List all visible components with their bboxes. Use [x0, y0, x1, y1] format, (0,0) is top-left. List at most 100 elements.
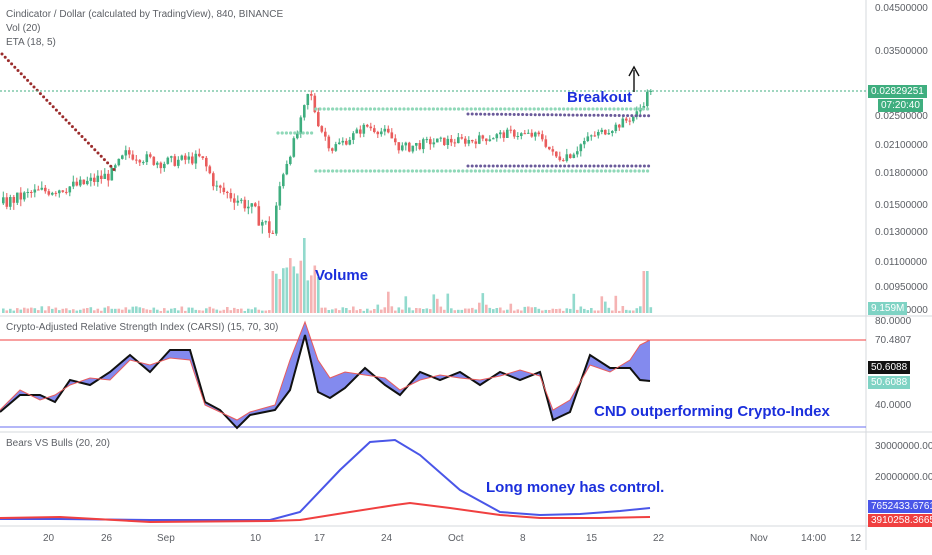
- candle-body: [597, 132, 600, 136]
- candle-body: [600, 129, 604, 132]
- resistance-dot: [557, 107, 562, 111]
- volume-bar: [387, 291, 390, 313]
- eta-upper-dot: [521, 113, 525, 116]
- resistance-dot: [562, 107, 566, 111]
- volume-bar: [173, 308, 177, 313]
- resistance-dot: [620, 107, 625, 111]
- volume-bar: [558, 308, 562, 313]
- volume-bar: [338, 310, 341, 313]
- candle-body: [509, 129, 513, 131]
- eta-lower-dot: [558, 164, 562, 168]
- volume-bar: [180, 306, 184, 313]
- volume-bar: [208, 306, 212, 313]
- resistance-dot: [318, 107, 322, 111]
- resistance-dot: [528, 107, 532, 111]
- candle-body: [345, 140, 348, 145]
- candle-body: [289, 156, 292, 164]
- volume-bar: [530, 307, 534, 313]
- volume-bar: [527, 306, 530, 313]
- candle-body: [534, 132, 537, 137]
- eta-upper-dot: [537, 113, 541, 117]
- candle-body: [26, 192, 30, 193]
- volume-bar: [82, 308, 86, 313]
- eta-dot: [6, 59, 10, 63]
- support-dot: [503, 169, 507, 173]
- candle-body: [331, 148, 334, 151]
- candle-body: [436, 138, 439, 143]
- volume-bar: [394, 310, 397, 313]
- resistance-dot: [616, 107, 620, 111]
- volume-bar: [352, 306, 355, 313]
- support-dot: [633, 169, 637, 173]
- volume-bar: [299, 260, 303, 313]
- eta-lower-dot: [504, 164, 508, 168]
- candle-body: [369, 126, 373, 129]
- volume-bar: [215, 309, 219, 313]
- support-dot: [612, 169, 616, 173]
- volume-bar: [492, 309, 495, 313]
- resistance-dot: [284, 131, 288, 135]
- volume-bar: [639, 306, 642, 313]
- candle-body: [303, 105, 306, 118]
- support-dot: [431, 169, 435, 173]
- eta-upper-dot: [638, 114, 642, 118]
- candle-body: [198, 153, 201, 157]
- candle-body: [373, 128, 376, 132]
- volume-bar: [460, 309, 464, 313]
- eta-dot: [109, 164, 113, 168]
- eta-lower-dot: [563, 164, 567, 168]
- resistance-dot: [511, 107, 515, 111]
- support-dot: [398, 169, 402, 173]
- volume-bar: [362, 310, 366, 313]
- candle-body: [208, 166, 212, 174]
- eta-upper-dot: [605, 113, 609, 117]
- eta-legend: ETA (18, 5): [6, 37, 56, 48]
- resistance-dot: [482, 107, 486, 111]
- support-dot: [381, 169, 385, 173]
- candle-body: [96, 175, 100, 182]
- volume-bar: [481, 293, 485, 313]
- volume-bar: [632, 310, 635, 313]
- candle-body: [646, 91, 649, 107]
- resistance-dot: [520, 107, 524, 111]
- candle-body: [317, 112, 320, 127]
- candle-body: [191, 156, 194, 164]
- eta-upper-dot: [642, 114, 646, 118]
- support-dot: [343, 169, 347, 173]
- candle-body: [604, 129, 607, 135]
- eta-dot: [58, 111, 62, 115]
- eta-lower-dot: [617, 164, 621, 168]
- candle-body: [61, 190, 65, 192]
- resistance-dot: [566, 107, 570, 111]
- resistance-dot: [637, 107, 641, 111]
- candle-body: [544, 139, 548, 147]
- candle-body: [404, 142, 408, 146]
- candle-body: [530, 132, 534, 137]
- volume-bar: [359, 309, 362, 313]
- support-dot: [373, 169, 377, 173]
- volume-bar: [509, 303, 513, 313]
- volume-bar: [285, 267, 289, 313]
- support-dot: [637, 169, 641, 173]
- volume-bar: [282, 268, 285, 313]
- resistance-dot: [301, 131, 305, 135]
- eta-upper-dot: [533, 113, 537, 117]
- volume-bar: [89, 307, 93, 313]
- support-dot: [364, 169, 368, 173]
- resistance-dot: [431, 107, 435, 111]
- resistance-dot: [625, 107, 629, 111]
- candle-body: [142, 162, 145, 164]
- candle-body: [121, 155, 124, 159]
- candle-body: [324, 131, 327, 137]
- eta-lower-dot: [634, 164, 638, 168]
- support-dot: [339, 169, 343, 173]
- bears-vs-bulls-pane: [0, 438, 651, 524]
- volume-bar: [194, 309, 198, 313]
- candle-body: [516, 136, 520, 137]
- candle-body: [135, 159, 138, 161]
- resistance-dot: [356, 107, 360, 111]
- volume-bar: [226, 307, 229, 313]
- candle-body: [485, 138, 488, 142]
